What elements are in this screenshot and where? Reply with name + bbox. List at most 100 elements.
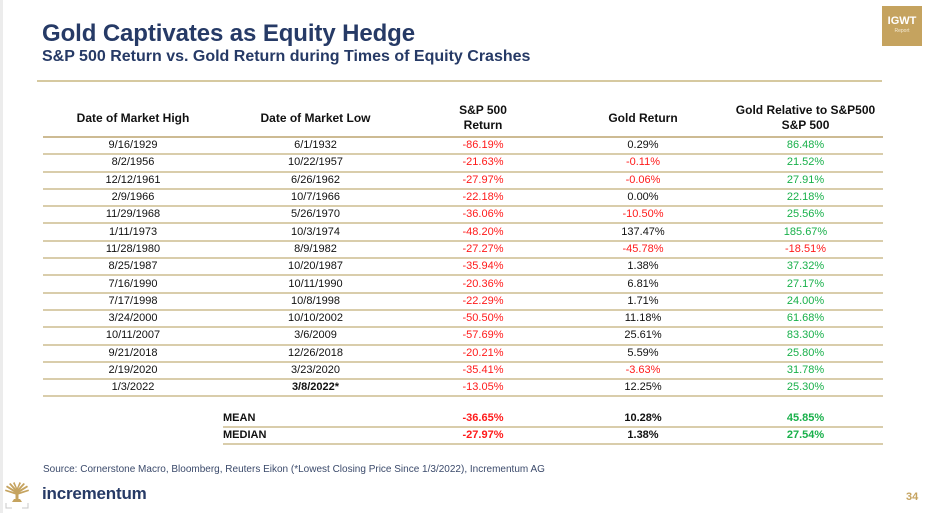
cell-gold-return: 25.61% xyxy=(558,327,728,346)
cell-market-high: 8/2/1956 xyxy=(43,154,223,173)
cell-market-low: 12/26/2018 xyxy=(223,344,408,363)
summary-label: MEAN xyxy=(223,411,408,429)
table-spacer xyxy=(43,396,883,411)
table-header-row: Date of Market High Date of Market Low S… xyxy=(43,100,883,138)
cell-sp-return: -50.50% xyxy=(408,309,558,329)
cell-sp-return: -86.19% xyxy=(408,137,558,156)
badge-title: IGWT xyxy=(887,15,917,27)
cell-sp-return: -27.97% xyxy=(408,171,558,190)
page-title: Gold Captivates as Equity Hedge xyxy=(42,20,415,47)
cell-market-high: 3/24/2000 xyxy=(43,309,223,329)
cell-sp-return: -35.94% xyxy=(408,258,558,277)
summary-row-median: MEDIAN -27.97% 1.38% 27.54% xyxy=(43,427,883,446)
cell-gold-relative: 25.30% xyxy=(728,379,883,398)
cell-market-high: 7/16/1990 xyxy=(43,275,223,294)
table-row: 11/28/1980 8/9/1982 -27.27% -45.78% -18.51% xyxy=(43,240,883,260)
cell-market-high: 9/16/1929 xyxy=(43,137,223,156)
table-row: 12/12/1961 6/26/1962 -27.97% -0.06% 27.91% xyxy=(43,171,883,190)
cell-sp-return: -36.06% xyxy=(408,206,558,225)
cell-sp-return: -21.63% xyxy=(408,154,558,173)
table-row: 2/19/2020 3/23/2020 -35.41% -3.63% 31.78% xyxy=(43,361,883,381)
summary-gold-return: 10.28% xyxy=(558,411,728,429)
table-row: 3/24/2000 10/10/2002 -50.50% 11.18% 61.68% xyxy=(43,309,883,329)
cell-gold-relative: 86.48% xyxy=(728,137,883,156)
cell-gold-return: 137.47% xyxy=(558,223,728,242)
table-row: 11/29/1968 5/26/1970 -36.06% -10.50% 25.56% xyxy=(43,206,883,225)
cell-market-low: 10/10/2002 xyxy=(223,309,408,329)
cell-gold-relative: 31.78% xyxy=(728,361,883,381)
cell-market-low: 10/3/1974 xyxy=(223,223,408,242)
cell-market-high: 1/3/2022 xyxy=(43,379,223,398)
cell-market-low: 6/26/1962 xyxy=(223,171,408,190)
cell-gold-relative: 21.52% xyxy=(728,154,883,173)
cell-gold-return: 5.59% xyxy=(558,344,728,363)
brand-name: incrementum xyxy=(42,484,147,503)
cell-market-low: 3/23/2020 xyxy=(223,361,408,381)
summary-gold-relative: 45.85% xyxy=(728,411,883,429)
cell-gold-return: -10.50% xyxy=(558,206,728,225)
table-row: 9/21/2018 12/26/2018 -20.21% 5.59% 25.80% xyxy=(43,344,883,363)
cell-market-high: 12/12/1961 xyxy=(43,171,223,190)
cell-gold-relative: -18.51% xyxy=(728,240,883,260)
cell-sp-return: -20.21% xyxy=(408,344,558,363)
table-row: 8/25/1987 10/20/1987 -35.94% 1.38% 37.32% xyxy=(43,258,883,277)
cell-gold-relative: 27.91% xyxy=(728,171,883,190)
cell-sp-return: -22.29% xyxy=(408,292,558,311)
page-subtitle: S&P 500 Return vs. Gold Return during Ti… xyxy=(42,48,531,65)
cell-market-low: 6/1/1932 xyxy=(223,137,408,156)
cell-gold-return: -3.63% xyxy=(558,361,728,381)
cell-gold-relative: 37.32% xyxy=(728,258,883,277)
spacer-cell xyxy=(43,396,883,411)
cell-gold-return: 0.00% xyxy=(558,188,728,208)
cell-gold-relative: 185.67% xyxy=(728,223,883,242)
cell-sp-return: -57.69% xyxy=(408,327,558,346)
cell-market-low: 10/8/1998 xyxy=(223,292,408,311)
cell-gold-relative: 25.56% xyxy=(728,206,883,225)
col-header-sp-return: S&P 500 Return xyxy=(408,100,558,138)
summary-blank xyxy=(43,411,223,427)
igwt-report-badge: IGWT Report xyxy=(882,6,922,46)
col-header-market-high: Date of Market High xyxy=(43,100,223,138)
badge-subtitle: Report xyxy=(894,28,910,34)
cell-market-low: 3/6/2009 xyxy=(223,327,408,346)
summary-blank xyxy=(43,427,223,444)
cell-sp-return: -35.41% xyxy=(408,361,558,381)
col-header-rel-line1: Gold Relative to S&P500 xyxy=(735,103,876,117)
cell-market-low: 3/8/2022* xyxy=(223,379,408,398)
cell-sp-return: -22.18% xyxy=(408,188,558,208)
cell-market-high: 11/28/1980 xyxy=(43,240,223,260)
cell-gold-relative: 22.18% xyxy=(728,188,883,208)
cell-market-low: 5/26/1970 xyxy=(223,206,408,225)
cell-market-low: 10/11/1990 xyxy=(223,275,408,294)
cell-market-low: 8/9/1982 xyxy=(223,240,408,260)
cell-gold-relative: 61.68% xyxy=(728,309,883,329)
table-row: 7/16/1990 10/11/1990 -20.36% 6.81% 27.17% xyxy=(43,275,883,294)
col-header-gold-relative: Gold Relative to S&P500 S&P 500 xyxy=(728,100,883,138)
cell-market-low: 10/22/1957 xyxy=(223,154,408,173)
col-header-rel-line2: S&P 500 xyxy=(781,118,830,132)
cell-market-high: 2/19/2020 xyxy=(43,361,223,381)
summary-sp-return: -36.65% xyxy=(408,411,558,429)
cell-market-high: 1/11/1973 xyxy=(43,223,223,242)
cell-gold-return: -0.11% xyxy=(558,154,728,173)
table-row: 7/17/1998 10/8/1998 -22.29% 1.71% 24.00% xyxy=(43,292,883,311)
cell-gold-relative: 25.80% xyxy=(728,344,883,363)
title-divider xyxy=(37,80,882,82)
cell-gold-return: 12.25% xyxy=(558,379,728,398)
cell-market-high: 8/25/1987 xyxy=(43,258,223,277)
cell-sp-return: -27.27% xyxy=(408,240,558,260)
equity-crash-table: Date of Market High Date of Market Low S… xyxy=(43,100,883,446)
cell-gold-relative: 27.17% xyxy=(728,275,883,294)
cell-market-low: 10/7/1966 xyxy=(223,188,408,208)
cell-market-high: 9/21/2018 xyxy=(43,344,223,363)
col-header-sp-line2: Return xyxy=(463,118,503,132)
cell-market-high: 2/9/1966 xyxy=(43,188,223,208)
table-row: 1/3/2022 3/8/2022* -13.05% 12.25% 25.30% xyxy=(43,379,883,398)
table-row: 9/16/1929 6/1/1932 -86.19% 0.29% 86.48% xyxy=(43,137,883,156)
cell-sp-return: -48.20% xyxy=(408,223,558,242)
table-row: 8/2/1956 10/22/1957 -21.63% -0.11% 21.52% xyxy=(43,154,883,173)
cell-gold-return: 6.81% xyxy=(558,275,728,294)
table-body: 9/16/1929 6/1/1932 -86.19% 0.29% 86.48% 8/2/1… xyxy=(43,137,883,446)
cell-market-high: 10/11/2007 xyxy=(43,327,223,346)
table-row: 2/9/1966 10/7/1966 -22.18% 0.00% 22.18% xyxy=(43,188,883,208)
